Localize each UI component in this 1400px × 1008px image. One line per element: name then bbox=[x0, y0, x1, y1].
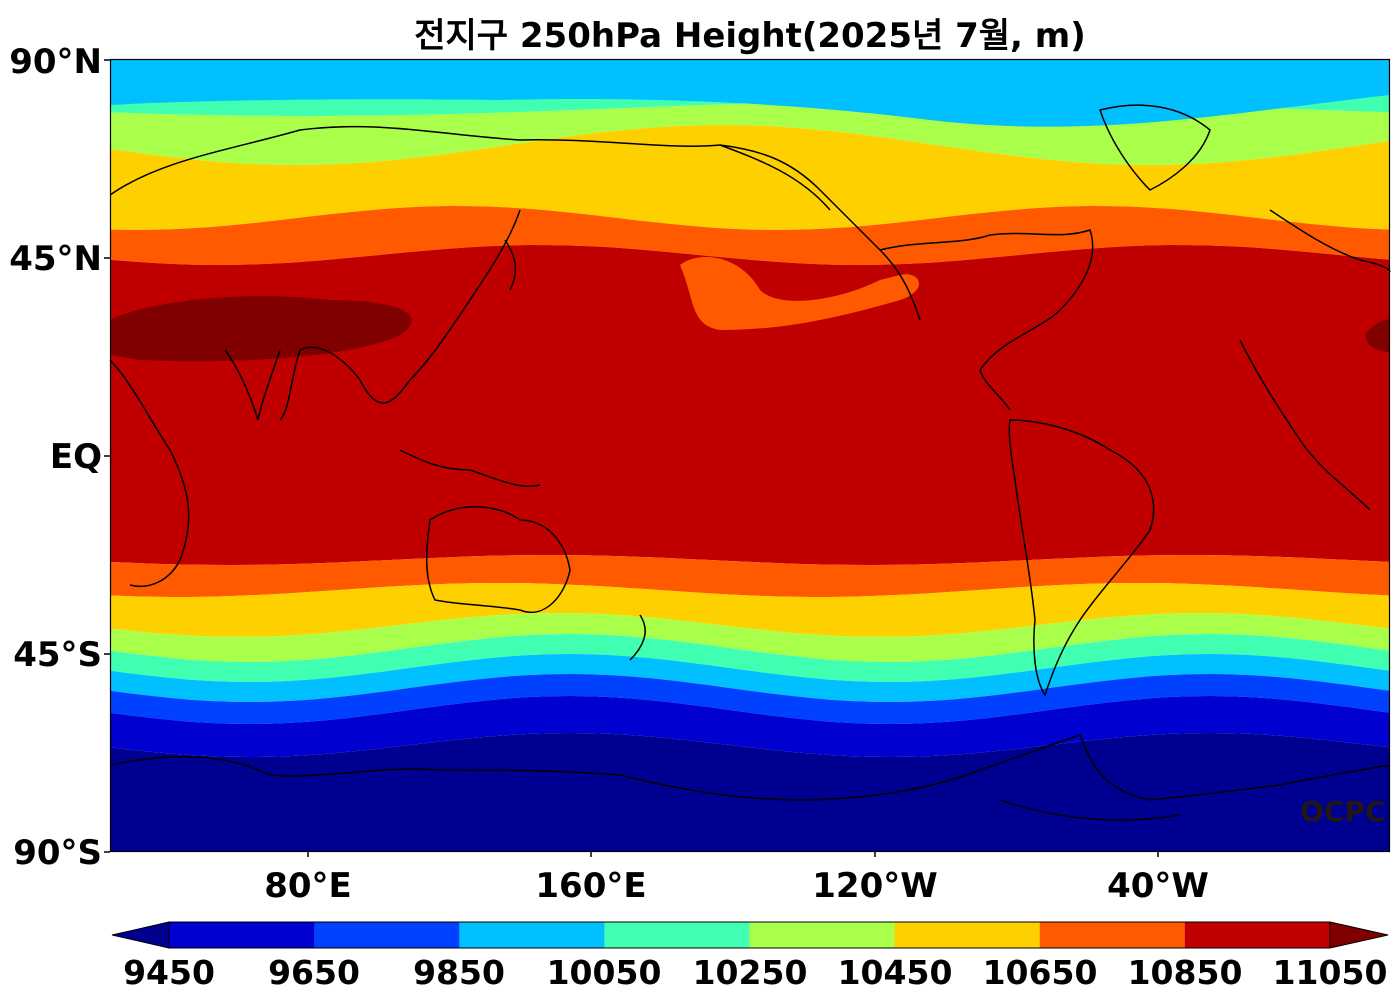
coastline bbox=[504, 239, 517, 291]
colorbar-tick-label: 9850 bbox=[413, 953, 505, 992]
contour-band bbox=[110, 60, 1390, 127]
lat-label-eq: EQ bbox=[49, 437, 102, 477]
colorbar-segment bbox=[459, 922, 605, 948]
coastline bbox=[879, 229, 1094, 371]
lat-label-45n: 45°N bbox=[9, 239, 102, 279]
coastline bbox=[1099, 104, 1211, 191]
axis-ticks bbox=[104, 59, 1159, 857]
colorbar-tick-label: 11050 bbox=[1272, 953, 1388, 992]
contour-band bbox=[110, 206, 1390, 265]
lon-label-160e: 160°E bbox=[535, 866, 647, 906]
coastline bbox=[109, 125, 831, 211]
colorbar-segment bbox=[749, 922, 896, 948]
coastline bbox=[224, 349, 281, 421]
colorbar bbox=[111, 921, 1389, 949]
contour-bands bbox=[110, 60, 1390, 851]
coastline bbox=[425, 506, 571, 613]
lat-label-90s: 90°S bbox=[13, 833, 102, 873]
colorbar-tick-label: 9650 bbox=[268, 953, 360, 992]
coastline bbox=[999, 799, 1181, 821]
coastline bbox=[1008, 419, 1155, 697]
colorbar-segment bbox=[314, 922, 460, 948]
colorbar-segment bbox=[604, 922, 750, 948]
coastline bbox=[979, 369, 1011, 411]
coastline bbox=[109, 734, 1391, 801]
colorbar-tick-label: 10850 bbox=[1127, 953, 1243, 992]
contour-band bbox=[110, 125, 1390, 230]
colorbar-extend-low bbox=[111, 921, 170, 949]
contour-band bbox=[1365, 319, 1390, 352]
contour-band bbox=[110, 634, 1390, 682]
coastline bbox=[719, 144, 921, 321]
contour-band bbox=[110, 674, 1390, 724]
colorbar-tick-label: 10450 bbox=[837, 953, 953, 992]
contour-band bbox=[110, 296, 412, 362]
map-title: 전지구 250hPa Height(2025년 7월, m) bbox=[414, 16, 1086, 56]
coastline bbox=[399, 449, 541, 488]
map-frame bbox=[109, 58, 1391, 853]
colorbar-segment bbox=[169, 922, 315, 948]
contour-band bbox=[680, 257, 919, 330]
colorbar-extend-high bbox=[1329, 921, 1389, 949]
coastline bbox=[1239, 339, 1371, 511]
contour-band bbox=[110, 555, 1390, 597]
colorbar-tick-label: 10050 bbox=[546, 953, 662, 992]
contour-band bbox=[110, 613, 1390, 662]
colorbar-segment bbox=[1039, 922, 1186, 948]
colorbar-tick-label: 9450 bbox=[123, 953, 215, 992]
credit-watermark: OCPC bbox=[1300, 795, 1386, 828]
coastlines bbox=[109, 104, 1391, 821]
contour-band bbox=[110, 583, 1390, 637]
colorbar-segment bbox=[894, 922, 1041, 948]
colorbar-tick-label: 10650 bbox=[982, 953, 1098, 992]
lat-label-45s: 45°S bbox=[13, 635, 102, 675]
lon-label-40w: 40°W bbox=[1107, 866, 1209, 906]
colorbar-segment bbox=[1184, 922, 1331, 948]
contour-band bbox=[110, 696, 1390, 757]
coastline bbox=[1269, 209, 1391, 273]
lon-label-120w: 120°W bbox=[812, 866, 938, 906]
lat-label-90n: 90°N bbox=[9, 42, 102, 82]
contour-band bbox=[110, 733, 1390, 851]
lon-label-80e: 80°E bbox=[264, 866, 352, 906]
colorbar-tick-label: 10250 bbox=[692, 953, 808, 992]
contour-band bbox=[110, 245, 1390, 565]
coastline bbox=[629, 614, 646, 661]
coastline bbox=[109, 359, 190, 587]
coastline bbox=[279, 209, 521, 421]
contour-band bbox=[110, 654, 1390, 702]
